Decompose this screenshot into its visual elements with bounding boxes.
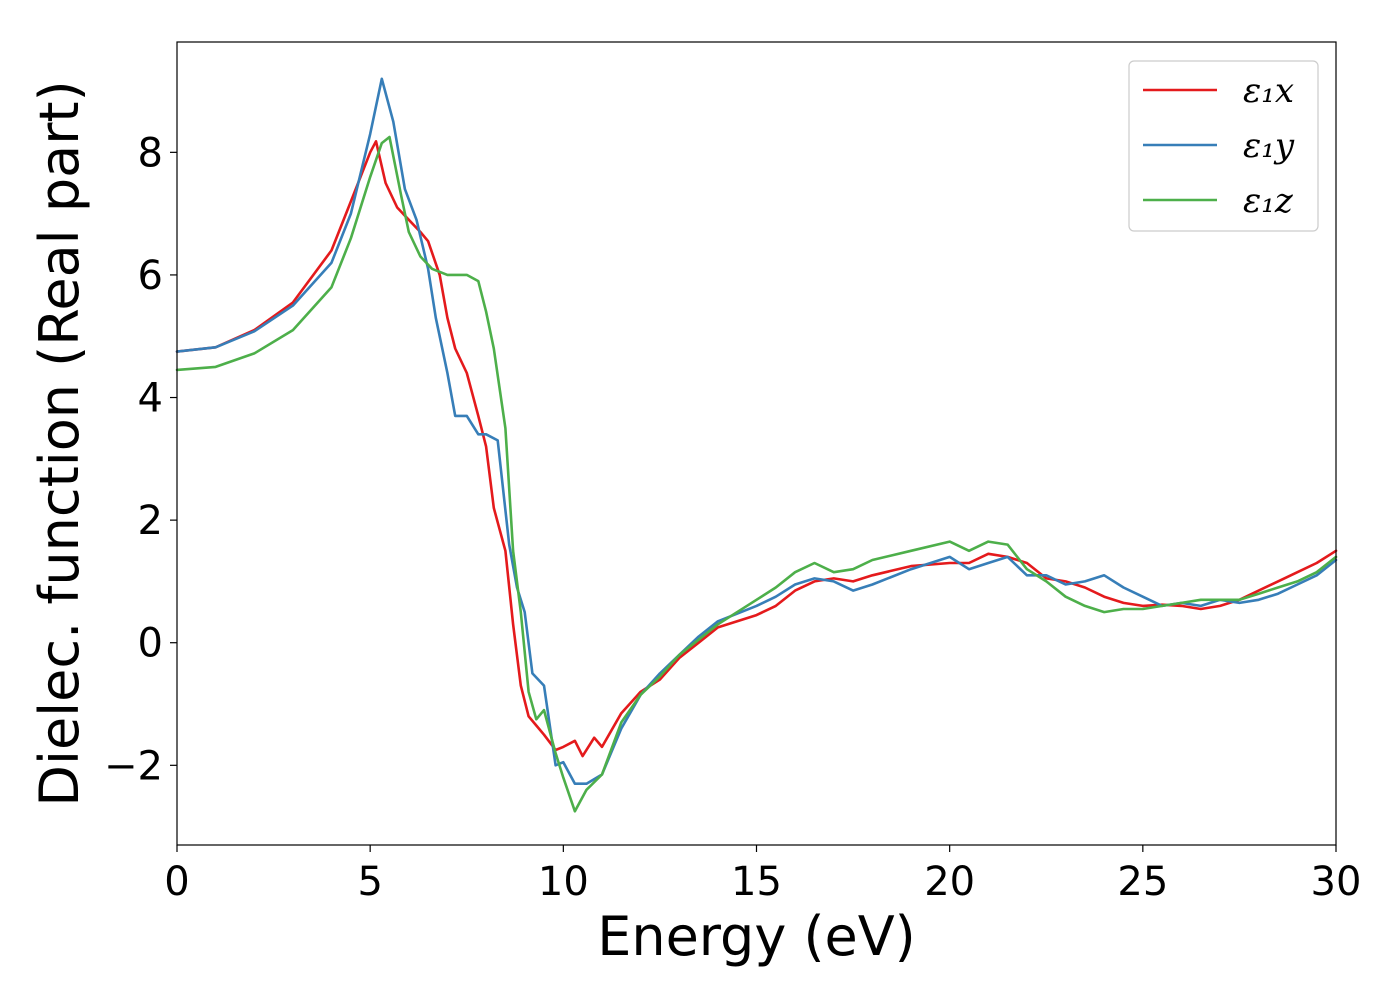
x-tick-label: 25 — [1117, 859, 1168, 905]
y-axis-title: Dielec. function (Real part) — [28, 80, 91, 806]
y-tick-label: 6 — [138, 253, 163, 299]
series-line-3 — [175, 135, 1338, 813]
y-tick-label: 8 — [138, 130, 163, 176]
series-layer — [175, 77, 1338, 813]
legend-label-1: ε₁x — [1243, 71, 1294, 111]
legend-label-2: ε₁y — [1243, 126, 1295, 166]
x-tick-label: 5 — [357, 859, 382, 905]
y-axis-ticks: −2 0 2 4 6 8 — [104, 130, 177, 789]
x-tick-label: 10 — [538, 859, 589, 905]
x-tick-label: 15 — [731, 859, 782, 905]
legend-label-3: ε₁z — [1243, 181, 1294, 221]
x-tick-label: 20 — [924, 859, 975, 905]
legend-box — [1128, 60, 1319, 232]
y-tick-label: 2 — [138, 498, 163, 544]
legend: ε₁x ε₁y ε₁z — [1128, 60, 1319, 232]
x-axis-ticks: 0 5 10 15 20 25 30 — [164, 845, 1361, 905]
x-tick-label: 0 — [164, 859, 189, 905]
y-tick-label: 0 — [138, 621, 163, 667]
y-tick-label: 4 — [138, 376, 163, 422]
x-tick-label: 30 — [1311, 859, 1362, 905]
x-axis-title: Energy (eV) — [597, 905, 916, 968]
y-tick-label: −2 — [104, 743, 163, 789]
